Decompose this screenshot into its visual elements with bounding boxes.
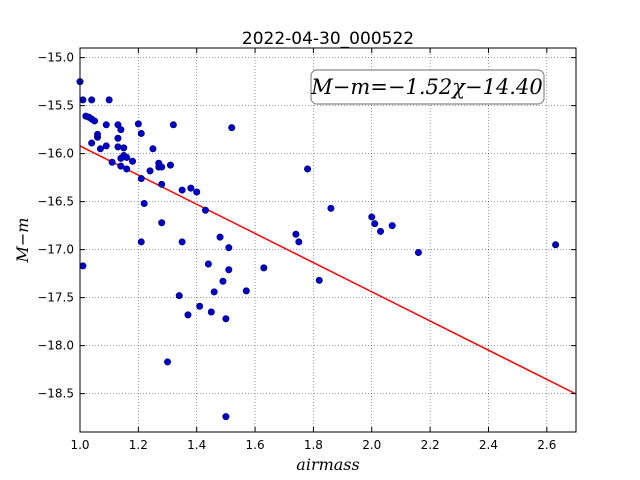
data-point: [158, 219, 166, 227]
scatter-points: [76, 78, 560, 421]
data-point: [137, 129, 145, 137]
data-point: [207, 308, 215, 316]
data-point: [129, 157, 137, 165]
y-tick-label: −18.0: [37, 339, 74, 353]
data-point: [91, 117, 99, 125]
data-point: [225, 244, 233, 252]
y-tick-label: −17.5: [37, 291, 74, 305]
y-tick-label: −16.5: [37, 195, 74, 209]
data-point: [222, 413, 230, 421]
data-point: [149, 145, 157, 153]
data-point: [140, 200, 148, 208]
y-tick-label: −17.0: [37, 243, 74, 257]
data-point: [117, 162, 125, 170]
data-point: [169, 121, 177, 129]
data-point: [204, 260, 212, 268]
data-point: [79, 96, 87, 104]
chart-title: 2022-04-30_000522: [242, 29, 414, 49]
ticks: 1.0 1.2 1.4 1.6 1.8 2.0 2.2 2.4 2.6 −15.0 −15.5 −16…: [37, 48, 576, 452]
data-point: [242, 287, 250, 295]
x-tick-label: 2.0: [362, 438, 381, 452]
plot-frame: [79, 47, 577, 433]
data-point: [225, 266, 233, 274]
data-point: [371, 220, 379, 228]
data-point: [315, 276, 323, 284]
data-point: [88, 139, 96, 147]
data-point: [79, 262, 87, 270]
data-point: [187, 184, 195, 192]
data-point: [184, 311, 192, 319]
data-point: [178, 186, 186, 194]
data-point: [414, 248, 422, 256]
y-axis-label: M−m: [13, 218, 32, 264]
annotation-box: [310, 69, 545, 105]
data-point: [114, 134, 122, 142]
x-tick-label: 1.0: [70, 438, 89, 452]
data-point: [102, 121, 110, 129]
x-tick-label: 2.6: [537, 438, 556, 452]
x-axis-label: airmass: [296, 455, 359, 474]
data-point: [117, 126, 125, 134]
x-tick-label: 1.4: [187, 438, 206, 452]
data-point: [368, 213, 376, 221]
data-point: [388, 222, 396, 230]
x-tick-label: 2.2: [421, 438, 440, 452]
x-tick-label: 1.8: [304, 438, 323, 452]
data-point: [295, 238, 303, 246]
x-tick-label: 2.4: [479, 438, 498, 452]
data-point: [178, 238, 186, 246]
data-point: [96, 145, 104, 153]
data-point: [114, 143, 122, 151]
data-point: [164, 358, 172, 366]
data-point: [102, 142, 110, 150]
data-point: [292, 230, 300, 238]
data-point: [196, 302, 204, 310]
data-point: [105, 96, 113, 104]
data-point: [123, 153, 131, 161]
data-point: [146, 167, 154, 175]
y-tick-label: −15.0: [37, 51, 74, 65]
data-point: [158, 180, 166, 188]
y-tick-label: −16.0: [37, 147, 74, 161]
data-point: [193, 188, 201, 196]
data-point: [166, 161, 174, 169]
data-point: [327, 204, 335, 212]
data-point: [94, 130, 102, 138]
data-point: [377, 227, 385, 235]
fit-equation-annotation: M−m=−1.52χ−14.40: [310, 69, 545, 105]
data-point: [134, 120, 142, 128]
data-point: [304, 165, 312, 173]
x-tick-label: 1.2: [129, 438, 148, 452]
data-point: [552, 241, 560, 249]
data-point: [260, 264, 268, 272]
data-point: [222, 315, 230, 323]
data-point: [175, 292, 183, 300]
data-point: [88, 96, 96, 104]
data-point: [228, 124, 236, 132]
data-point: [123, 165, 131, 173]
data-point: [120, 144, 128, 152]
data-point: [210, 288, 218, 296]
y-tick-label: −18.5: [37, 387, 74, 401]
data-point: [137, 175, 145, 183]
y-tick-label: −15.5: [37, 99, 74, 113]
x-tick-label: 1.6: [246, 438, 265, 452]
data-point: [137, 238, 145, 246]
data-point: [158, 163, 166, 171]
data-point: [201, 206, 209, 214]
data-point: [219, 277, 227, 285]
data-point: [108, 158, 116, 166]
annotation-text: M−m=−1.52χ−14.40: [310, 75, 542, 99]
data-point: [216, 233, 224, 241]
